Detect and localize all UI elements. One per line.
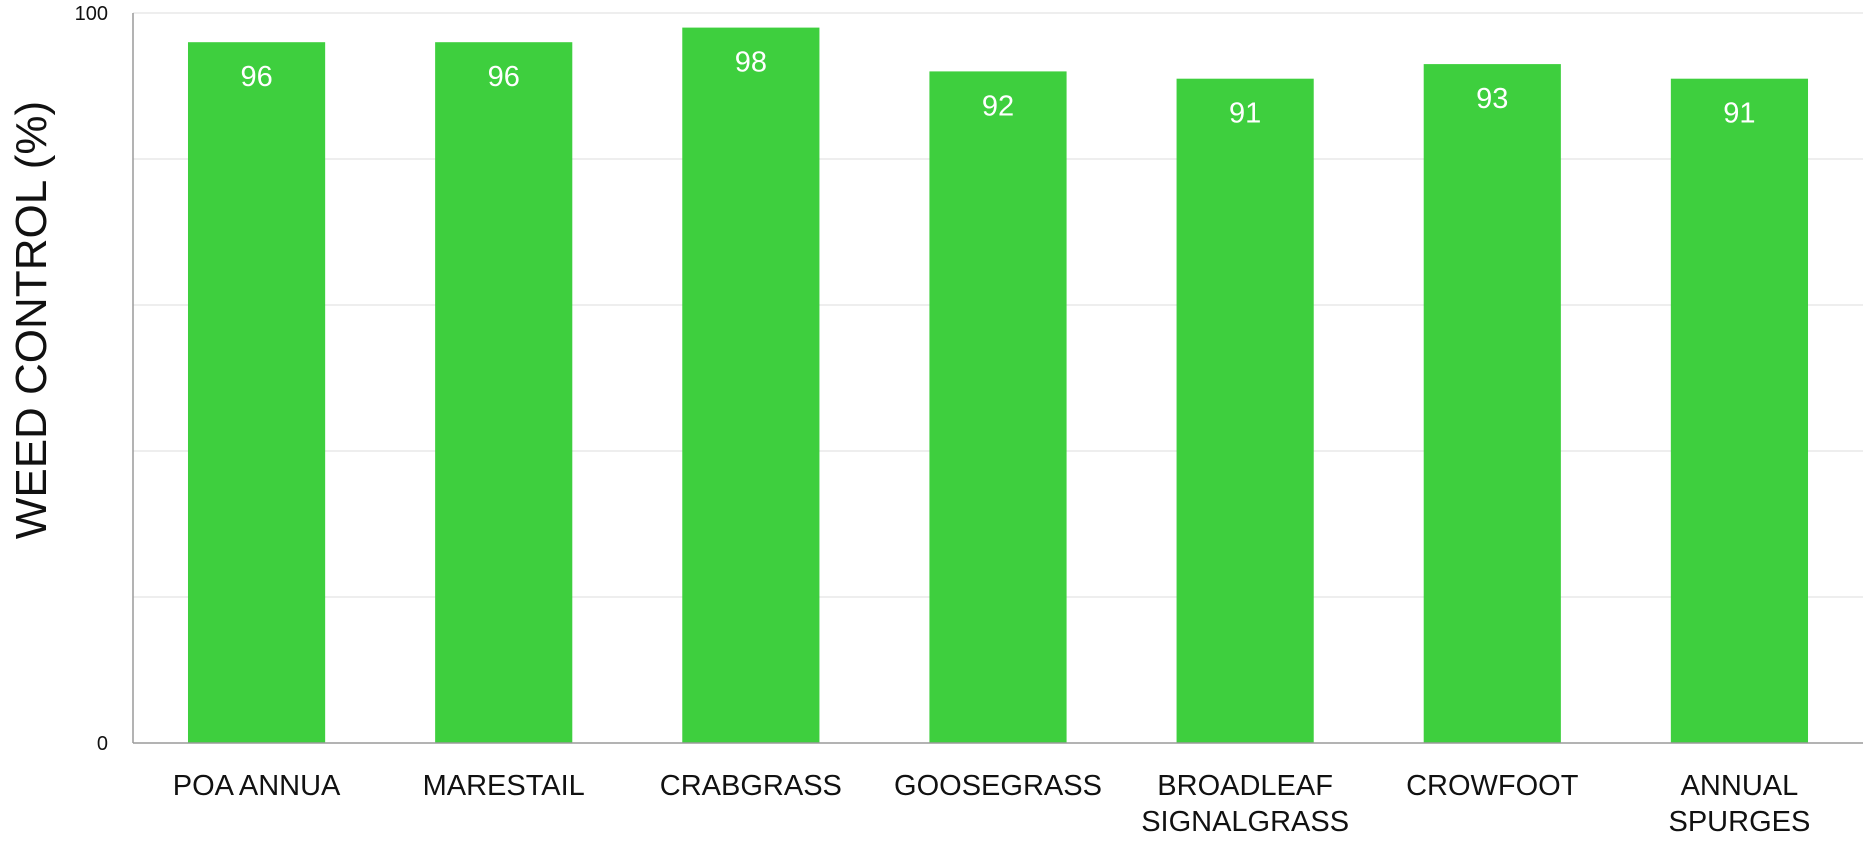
bar (1176, 78, 1314, 743)
bar (1423, 64, 1561, 744)
bar (435, 42, 573, 743)
x-tick-label: SPURGES (1669, 806, 1811, 838)
x-tick-label: SIGNALGRASS (1141, 806, 1349, 838)
data-label: 93 (1476, 83, 1508, 115)
bar (187, 42, 326, 743)
y-tick-label: 100 (75, 3, 108, 25)
data-label: 98 (735, 47, 767, 79)
x-tick-label: ANNUAL (1681, 770, 1799, 802)
y-tick-labels: 0 100 (75, 3, 108, 755)
x-tick-label: CRABGRASS (660, 770, 842, 802)
data-label: 96 (488, 61, 520, 93)
bars (187, 27, 1809, 744)
y-axis-title: WEED CONTROL (%) (7, 101, 56, 539)
x-tick-label: CROWFOOT (1406, 770, 1579, 802)
x-tick-label: GOOSEGRASS (894, 770, 1102, 802)
axes (132, 13, 1863, 744)
x-tick-label: POA ANNUA (173, 770, 341, 802)
bar (682, 27, 820, 744)
bar (1670, 78, 1809, 743)
x-tick-label: MARESTAIL (423, 770, 585, 802)
x-tick-labels: POA ANNUA MARESTAIL CRABGRASS GOOSEGRASS BRO… (173, 770, 1811, 838)
data-label: 91 (1229, 98, 1261, 130)
data-labels: 96 96 98 92 91 93 91 (240, 47, 1755, 130)
data-label: 92 (982, 90, 1014, 122)
bar (929, 71, 1067, 743)
data-label: 91 (1723, 98, 1755, 130)
y-tick-label: 0 (97, 733, 108, 755)
x-tick-label: BROADLEAF (1157, 770, 1333, 802)
data-label: 96 (240, 61, 272, 93)
